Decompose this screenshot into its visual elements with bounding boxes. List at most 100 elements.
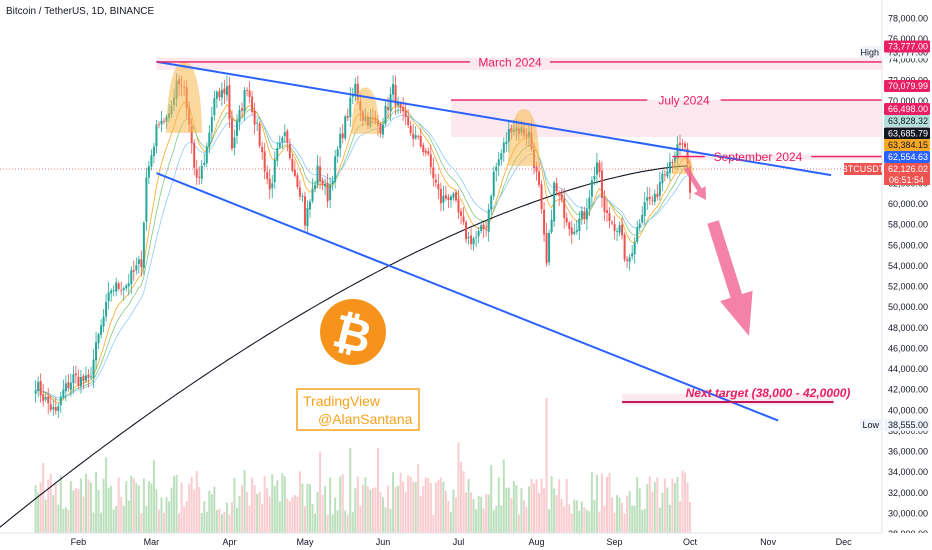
y-tick-label: 60,000.00 — [888, 199, 928, 209]
candle — [288, 138, 291, 161]
volume-bar — [605, 476, 608, 533]
volume-bar — [319, 452, 322, 533]
candle — [427, 147, 430, 157]
candle — [268, 169, 271, 199]
candle — [638, 218, 641, 232]
trendline-lower[interactable] — [156, 172, 779, 422]
candle — [497, 152, 500, 176]
volume-bar — [482, 508, 485, 533]
candle — [256, 118, 259, 132]
volume-bar — [147, 481, 150, 533]
candle — [135, 257, 138, 275]
volume-bar — [633, 505, 636, 533]
candle — [646, 186, 649, 211]
candle — [505, 132, 508, 152]
volume-bar — [595, 474, 598, 533]
watermark-box — [296, 388, 420, 431]
volume-bar — [555, 494, 558, 533]
candle — [271, 175, 274, 199]
volume-bar — [228, 514, 231, 533]
volume-bar — [122, 505, 125, 533]
volume-bar — [452, 489, 455, 533]
volume-bar — [37, 492, 40, 533]
candle — [67, 374, 70, 392]
volume-bar — [427, 478, 430, 533]
volume-bar — [485, 494, 488, 533]
candle — [397, 96, 400, 114]
time-axis[interactable]: Feb Mar Apr May Jun Jul Aug Sep Oct Nov Dec — [71, 537, 852, 547]
volume-bar — [117, 477, 120, 533]
candle — [112, 285, 115, 297]
candle — [550, 209, 553, 234]
candle — [215, 90, 218, 109]
candle — [502, 137, 505, 162]
volume-bar — [621, 502, 624, 533]
volume-bar — [374, 487, 377, 533]
trendline-upper[interactable] — [156, 60, 832, 177]
volume-bar — [570, 513, 573, 533]
volume-bar — [527, 486, 530, 533]
volume-bar — [449, 511, 452, 533]
price-tag: 73,777.00 — [888, 42, 928, 52]
candle — [163, 118, 166, 125]
volume-bar — [676, 476, 679, 533]
candle — [243, 86, 246, 121]
candle — [62, 379, 65, 399]
candle — [412, 123, 415, 147]
volume-bar — [661, 492, 664, 533]
candle — [545, 222, 548, 267]
candle — [339, 127, 342, 158]
candle-countdown: 06:51:54 — [889, 175, 924, 185]
volume-bar — [79, 478, 82, 533]
candle — [230, 110, 233, 152]
candle — [553, 180, 556, 227]
candle — [132, 260, 135, 281]
volume-bar — [220, 514, 223, 533]
volume-bar — [253, 484, 256, 533]
volume-bar — [467, 478, 470, 533]
candle — [628, 254, 631, 271]
volume-bar — [296, 496, 299, 533]
candle — [633, 237, 636, 264]
volume-bar — [145, 505, 148, 533]
candle — [122, 286, 125, 301]
volume-bar — [409, 476, 412, 533]
candle — [47, 388, 50, 414]
volume-bar — [603, 505, 606, 533]
volume-bar — [351, 511, 354, 533]
volume-bar — [492, 510, 495, 533]
target-zone — [622, 393, 834, 406]
volume-bar — [178, 513, 181, 533]
volume-bar — [389, 509, 392, 533]
volume-bar — [314, 513, 317, 533]
volume-bar — [371, 487, 374, 533]
volume-bar — [600, 473, 603, 533]
volume-bar — [112, 509, 115, 533]
volume-bar — [233, 477, 236, 533]
candle — [334, 150, 337, 189]
volume-bar — [381, 497, 384, 533]
candle — [563, 187, 566, 229]
volume-bar — [379, 492, 382, 533]
volume-bar — [281, 473, 284, 533]
candle — [394, 75, 397, 115]
volume-bar — [225, 502, 228, 533]
volume-bar — [623, 513, 626, 533]
volume-bar — [361, 484, 364, 533]
volume-bar — [59, 475, 62, 533]
volume-bar — [545, 398, 548, 533]
volume-bar — [67, 509, 70, 533]
volume-bar — [414, 482, 417, 533]
volume-bar — [502, 459, 505, 533]
candle — [314, 180, 317, 193]
candle — [449, 194, 452, 208]
volume-bar — [656, 477, 659, 533]
volume-bar — [454, 497, 457, 533]
candle — [223, 79, 226, 105]
volume-bar — [271, 474, 274, 533]
candle — [241, 102, 244, 118]
y-tick-label: 30,000.00 — [888, 508, 928, 518]
volume-bar — [678, 501, 681, 533]
volume-bar — [515, 484, 518, 533]
